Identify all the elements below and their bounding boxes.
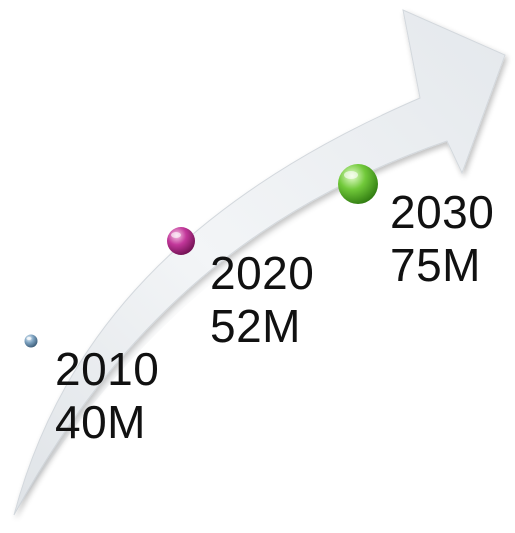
- milestone-dot-2010: [24, 334, 38, 348]
- milestone-label-2020: 2020 52M: [210, 247, 314, 353]
- milestone-value: 52M: [210, 300, 301, 352]
- milestone-value: 40M: [55, 396, 146, 448]
- milestone-dot-2030: [338, 164, 378, 204]
- milestone-value: 75M: [390, 239, 481, 291]
- milestone-label-2030: 2030 75M: [390, 186, 494, 292]
- milestone-label-2010: 2010 40M: [55, 343, 159, 449]
- milestone-dot-2020: [167, 227, 195, 255]
- milestone-year: 2010: [55, 343, 160, 395]
- milestone-year: 2020: [210, 247, 315, 299]
- milestone-year: 2030: [390, 186, 495, 238]
